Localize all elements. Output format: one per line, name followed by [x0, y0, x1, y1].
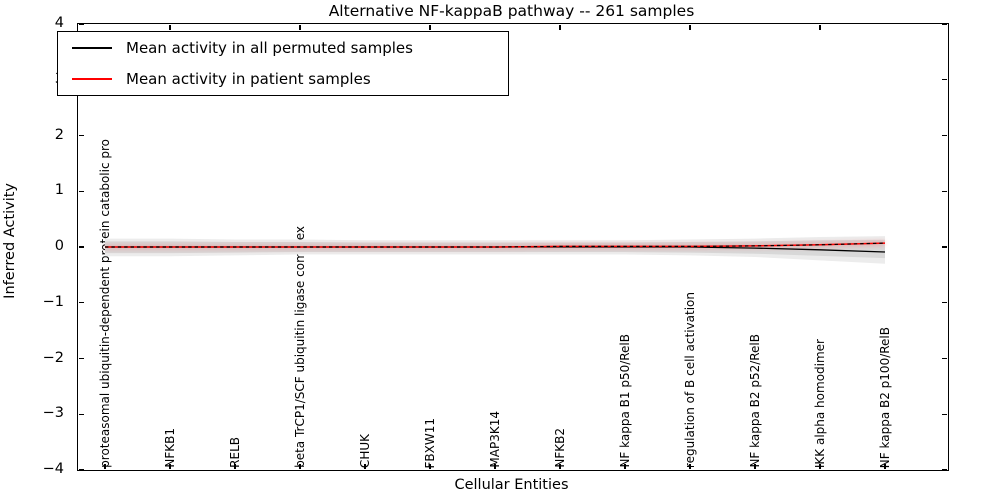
- x-tick-label: regulation of B cell activation: [683, 291, 697, 468]
- legend-item: Mean activity in patient samples: [58, 64, 508, 95]
- x-tick: [689, 464, 691, 469]
- x-tick-label: proteasomal ubiquitin-dependent protein …: [98, 139, 112, 468]
- legend-label: Mean activity in all permuted samples: [126, 38, 413, 57]
- y-tick: [79, 246, 84, 248]
- y-tick: [79, 190, 84, 192]
- y-tick: [942, 246, 947, 248]
- y-tick: [79, 413, 84, 415]
- legend-item: Mean activity in all permuted samples: [58, 32, 508, 63]
- x-tick: [754, 464, 756, 469]
- x-tick: [299, 25, 301, 30]
- x-tick-label: NF kappa B2 p100/RelB: [878, 326, 892, 468]
- x-tick-label: FBXW11: [423, 417, 437, 469]
- chart-title: Alternative NF-kappaB pathway -- 261 sam…: [328, 2, 695, 20]
- plot-area: [77, 23, 949, 471]
- y-tick: [942, 469, 947, 471]
- x-tick: [819, 464, 821, 469]
- y-tick: [942, 357, 947, 360]
- x-tick: [234, 464, 236, 469]
- y-tick: [79, 134, 84, 137]
- y-tick: [942, 23, 947, 25]
- x-tick: [364, 464, 366, 469]
- y-tick-label: 1: [54, 182, 64, 199]
- y-axis-label: Inferred Activity: [2, 183, 18, 299]
- x-tick-label: IKK alpha homodimer: [813, 338, 827, 468]
- legend: Mean activity in all permuted samples Mea…: [57, 31, 509, 96]
- y-tick: [79, 23, 84, 25]
- y-tick-label: 0: [54, 238, 64, 254]
- x-tick: [559, 25, 561, 30]
- x-tick: [559, 464, 561, 469]
- y-tick: [79, 302, 84, 304]
- x-axis-label: Cellular Entities: [454, 477, 569, 493]
- x-tick-label: NF kappa B2 p52/RelB: [748, 334, 762, 468]
- y-tick: [942, 79, 947, 81]
- x-tick: [819, 25, 821, 30]
- x-tick: [429, 25, 431, 30]
- y-tick-label: 4: [54, 15, 64, 31]
- x-tick: [104, 464, 106, 469]
- y-tick-label: −4: [42, 461, 64, 477]
- x-tick-label: NFKB2: [553, 428, 567, 468]
- x-tick: [169, 464, 171, 469]
- y-tick-label: −3: [42, 405, 64, 422]
- x-tick-label: MAP3K14: [488, 411, 502, 468]
- x-tick-label: NF kappa B1 p50/RelB: [618, 334, 632, 468]
- x-tick: [169, 25, 171, 30]
- x-tick: [624, 464, 626, 469]
- x-tick: [299, 464, 301, 469]
- y-tick: [79, 357, 84, 360]
- y-tick-label: 2: [54, 126, 64, 143]
- x-tick: [494, 464, 496, 469]
- y-tick-label: −1: [42, 293, 64, 310]
- x-tick: [429, 464, 431, 469]
- y-tick: [942, 413, 947, 415]
- x-tick: [689, 25, 691, 30]
- y-tick: [942, 134, 947, 137]
- legend-line-sample: [72, 78, 112, 80]
- x-tick: [884, 464, 886, 469]
- legend-line-sample: [72, 47, 112, 49]
- x-tick-label: NFKB1: [163, 428, 177, 468]
- x-tick-label: CHUK: [358, 433, 372, 468]
- x-tick-label: beta TrCP1/SCF ubiquitin ligase complex: [293, 226, 307, 468]
- y-tick: [942, 302, 947, 304]
- y-tick-label: −2: [42, 349, 64, 366]
- y-tick: [79, 469, 84, 471]
- y-tick: [942, 190, 947, 192]
- legend-label: Mean activity in patient samples: [126, 70, 371, 89]
